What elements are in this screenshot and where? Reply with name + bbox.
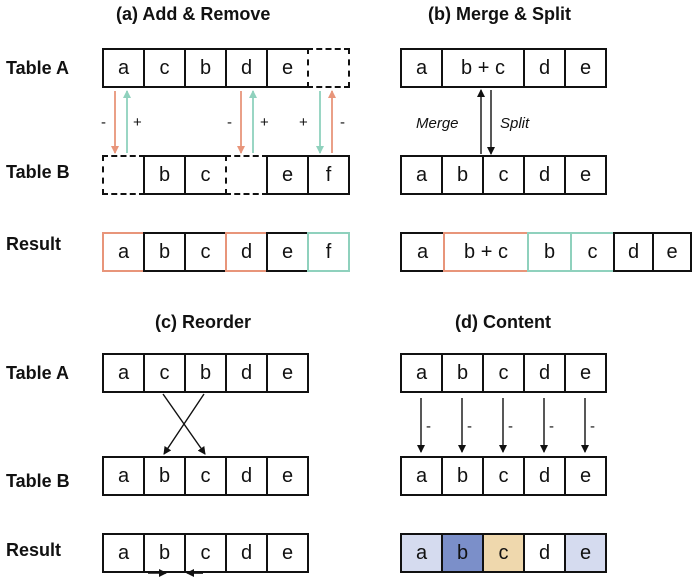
cell: b [441,456,484,496]
merge-label: Merge [416,115,459,132]
panel-c-result: a b c d e [102,533,309,573]
empty-cell [307,48,350,88]
label-table-b: Table B [6,471,70,491]
panel-b-table-a: a b + c d e [400,48,607,88]
label-result: Result [6,540,62,560]
cell: c [184,155,227,195]
panel-d-result: a b c d e [400,533,607,573]
cell: e [266,155,309,195]
content-sign: - [467,418,472,435]
label-table-a: Table A [6,363,70,383]
panel-c-table-a: a c b d e [102,353,309,393]
cell: e [266,533,309,573]
panel-a-result: a b c d e f [102,232,350,272]
cell: e [564,353,607,393]
cell: a [102,353,145,393]
cell: d [225,456,268,496]
cell-added: f [307,232,350,272]
empty-cell [225,155,268,195]
reorder-arrow [163,393,205,455]
panel-b-title: (b) Merge & Split [428,4,571,24]
cell: a [400,155,443,195]
cell: e [266,232,309,272]
cell: a [400,456,443,496]
cell: c [184,456,227,496]
panel-c-title: (c) Reorder [155,312,252,332]
label-result: Result [6,234,62,254]
label-table-b: Table B [6,162,70,182]
cell-removed: d [225,232,268,272]
panel-a-table-b: b c e f [102,155,350,195]
content-sign: - [426,418,431,435]
cell: c [482,456,525,496]
cell: d [225,48,268,88]
panel-b-table-b: a b c d e [400,155,607,195]
remove-sign: - [227,114,232,131]
remove-sign: - [101,114,106,131]
empty-cell [102,155,145,195]
cell: c [184,232,227,272]
add-sign: + [299,114,308,131]
cell: e [564,155,607,195]
cell-changed: c [482,533,525,573]
panel-c-table-b: a b c d e [102,456,309,496]
cell: b [143,232,186,272]
cell-merged: b + c [441,48,525,88]
cell: c [184,533,227,573]
split-label: Split [500,115,530,132]
panel-a-table-a: a c b d e [102,48,350,88]
cell-added: b [527,232,572,272]
remove-sign: - [340,114,345,131]
cell: b [143,456,186,496]
cell-added: c [570,232,615,272]
content-sign: - [590,418,595,435]
panel-a-title: (a) Add & Remove [116,4,271,24]
cell: e [652,232,692,272]
cell: e [564,456,607,496]
panel-d-table-b: a b c d e [400,456,607,496]
cell: e [266,456,309,496]
panel-d-table-a: a b c d e [400,353,607,393]
cell-removed: a [102,232,145,272]
cell-changed: e [564,533,607,573]
label-table-a: Table A [6,58,70,78]
add-sign: + [133,114,142,131]
cell: a [102,533,145,573]
cell: e [564,48,607,88]
add-sign: + [260,114,269,131]
panel-b-result: a b + c b c d e [400,232,692,272]
content-sign: - [549,418,554,435]
cell: f [307,155,350,195]
cell: a [400,48,443,88]
cell: e [266,353,309,393]
cell: d [523,533,566,573]
content-sign: - [508,418,513,435]
panel-d-title: (d) Content [455,312,551,332]
